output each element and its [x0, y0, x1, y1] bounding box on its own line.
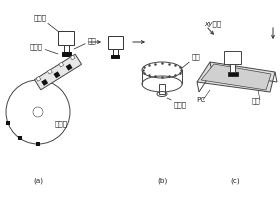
Text: 焊盘: 焊盘 — [252, 97, 261, 104]
Polygon shape — [36, 76, 41, 81]
Text: 光源: 光源 — [182, 53, 201, 68]
Bar — [159, 84, 165, 94]
Polygon shape — [197, 62, 275, 92]
Text: 吸嘴: 吸嘴 — [74, 37, 97, 49]
Polygon shape — [34, 54, 81, 90]
Polygon shape — [41, 79, 48, 86]
Text: 摄像头: 摄像头 — [167, 98, 187, 108]
Bar — [18, 136, 22, 140]
Polygon shape — [66, 64, 73, 71]
Bar — [64, 45, 69, 52]
Text: PC: PC — [196, 97, 205, 103]
Bar — [113, 49, 118, 55]
Text: (a): (a) — [33, 177, 43, 184]
Polygon shape — [70, 55, 75, 60]
Polygon shape — [201, 64, 271, 90]
Polygon shape — [48, 69, 52, 74]
Text: 贴片头: 贴片头 — [33, 14, 59, 32]
Bar — [58, 31, 74, 45]
Polygon shape — [53, 71, 60, 78]
Text: (b): (b) — [157, 177, 167, 184]
Bar — [108, 36, 123, 49]
Text: 送料器: 送料器 — [55, 120, 68, 127]
Text: (c): (c) — [230, 177, 240, 184]
Bar — [230, 64, 235, 72]
Bar — [224, 51, 241, 64]
Bar — [62, 52, 71, 56]
Bar — [228, 72, 238, 76]
Polygon shape — [59, 62, 64, 67]
Bar — [36, 142, 40, 146]
Bar — [111, 55, 119, 58]
Bar — [6, 121, 10, 125]
Text: xy运动: xy运动 — [204, 20, 221, 27]
Text: 元器件: 元器件 — [29, 43, 58, 54]
